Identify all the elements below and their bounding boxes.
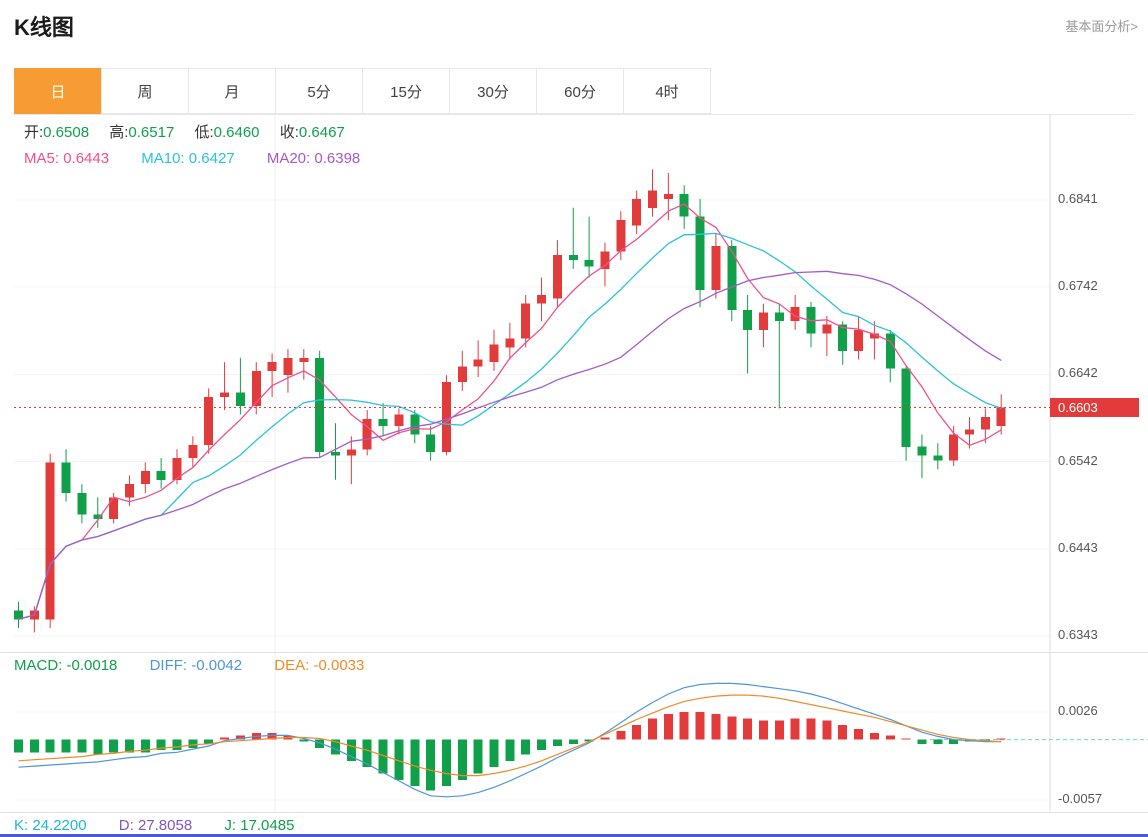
page-title: K线图 [14, 15, 74, 40]
main-axis-label: 0.6742 [1058, 278, 1098, 293]
tab-15min[interactable]: 15分 [362, 68, 450, 114]
dea-value: -0.0033 [313, 657, 365, 674]
ohlc-ma-legend: 开:0.6508 高:0.6517 低:0.6460 收:0.6467 MA5:… [24, 120, 388, 172]
ma20-line [18, 270, 1002, 620]
bottom-accent-bar [0, 834, 1148, 837]
diff-label: DIFF: [149, 657, 188, 674]
ma5-line [18, 203, 1002, 620]
close-label: 收: [279, 124, 299, 141]
period-tabs: 日 周 月 5分 15分 30分 60分 4时 [14, 68, 1134, 115]
macd-axis-label: 0.0026 [1058, 703, 1098, 718]
ohlc-legend-row: 开:0.6508 高:0.6517 低:0.6460 收:0.6467 [24, 120, 388, 146]
tab-60min[interactable]: 60分 [536, 68, 624, 114]
ma10-value: 0.6427 [188, 150, 235, 167]
current-price-badge: 0.6603 [1050, 398, 1139, 417]
tab-month[interactable]: 月 [188, 68, 276, 114]
ma5-label: MA5: [24, 150, 60, 167]
low-label: 低: [194, 124, 214, 141]
dea-line [18, 694, 1002, 777]
tab-week[interactable]: 周 [101, 68, 189, 114]
j-value: 17.0485 [240, 817, 295, 834]
tab-5min[interactable]: 5分 [275, 68, 363, 114]
tab-30min[interactable]: 30分 [449, 68, 537, 114]
open-label: 开: [24, 124, 44, 141]
main-axis-label: 0.6642 [1058, 365, 1098, 380]
tab-day[interactable]: 日 [14, 68, 102, 114]
ma20-value: 0.6398 [314, 150, 361, 167]
open-value: 0.6508 [43, 124, 90, 141]
main-axis-label: 0.6443 [1058, 540, 1098, 555]
k-label: K: [14, 817, 29, 834]
kdj-legend: K: 24.2200 D: 27.8058 J: 17.0485 [14, 817, 322, 834]
gridlines [0, 115, 1148, 813]
main-axis-label: 0.6343 [1058, 627, 1098, 642]
low-value: 0.6460 [213, 124, 260, 141]
diff-line [18, 682, 1002, 798]
close-value: 0.6467 [298, 124, 345, 141]
d-label: D: [118, 817, 134, 834]
ma-legend-row: MA5: 0.6443 MA10: 0.6427 MA20: 0.6398 [24, 146, 388, 172]
k-value: 24.2200 [32, 817, 87, 834]
ma10-label: MA10: [141, 150, 185, 167]
d-value: 27.8058 [137, 817, 193, 834]
candles [14, 169, 1006, 633]
macd-label: MACD: [14, 657, 63, 674]
macd-legend: MACD: -0.0018 DIFF: -0.0042 DEA: -0.0033 [14, 657, 392, 674]
main-axis-label: 0.6542 [1058, 453, 1098, 468]
main-axis-label: 0.6841 [1058, 191, 1098, 206]
diff-value: -0.0042 [191, 657, 243, 674]
macd-axis-label: -0.0057 [1058, 791, 1103, 806]
ma20-label: MA20: [266, 150, 311, 167]
macd-value: -0.0018 [66, 657, 118, 674]
ma10-line [18, 232, 1002, 620]
dea-label: DEA: [274, 657, 310, 674]
macd-histogram [14, 712, 1006, 791]
high-label: 高: [109, 124, 129, 141]
high-value: 0.6517 [128, 124, 175, 141]
tab-4hour[interactable]: 4时 [623, 68, 711, 114]
fundamental-analysis-link[interactable]: 基本面分析> [1065, 19, 1138, 34]
ma5-value: 0.6443 [63, 150, 110, 167]
j-label: J: [224, 817, 237, 834]
